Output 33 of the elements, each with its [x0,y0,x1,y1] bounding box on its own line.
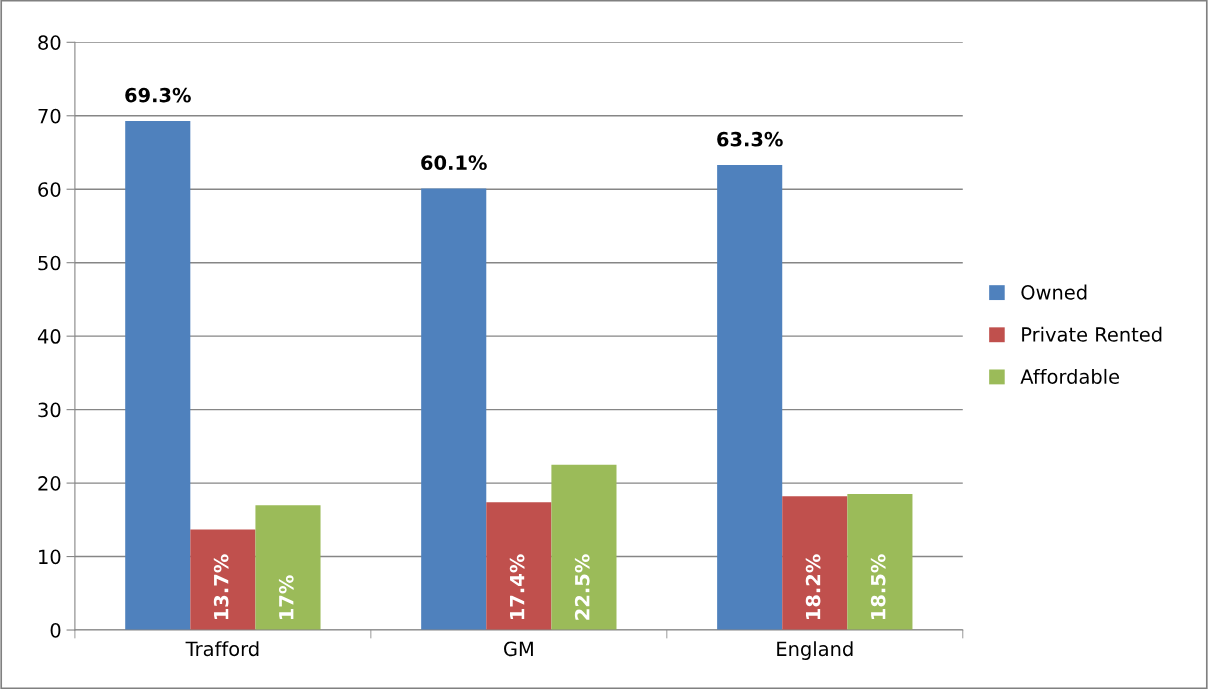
data-label: 22.5% [574,554,590,620]
bar [782,496,848,631]
y-tick-label: 70 [38,108,61,124]
data-label: 17% [278,575,294,620]
y-tick-label: 30 [38,402,61,418]
y-tick-label: 80 [38,35,61,50]
bar [717,164,783,631]
x-tick-label: Trafford [185,641,259,657]
legend-label: Affordable [1020,368,1120,384]
bar [125,120,191,631]
y-tick-label: 20 [38,476,61,491]
y-tick-label: 60 [38,182,61,197]
data-label: 13.7% [213,554,229,620]
bar [255,505,321,631]
data-label: 63.3% [717,131,783,147]
y-tick-label: 10 [39,549,61,565]
legend-label: Owned [1021,284,1087,300]
bar [190,529,256,631]
bar [421,188,487,631]
data-label: 17.4% [509,554,525,620]
bar [551,464,617,631]
data-label: 18.5% [870,554,886,620]
y-tick-label: 0 [50,622,61,638]
bar [847,494,913,631]
x-tick-label: England [777,641,853,660]
data-label: 69.3% [125,87,191,103]
data-label: 60.1% [421,155,487,171]
data-label: 18.2% [805,554,821,620]
bar [486,502,552,631]
y-tick-label: 50 [38,255,61,271]
y-tick-label: 40 [37,329,61,344]
legend-label: Private Rented [1022,326,1162,342]
x-tick-label: GM [504,641,533,657]
